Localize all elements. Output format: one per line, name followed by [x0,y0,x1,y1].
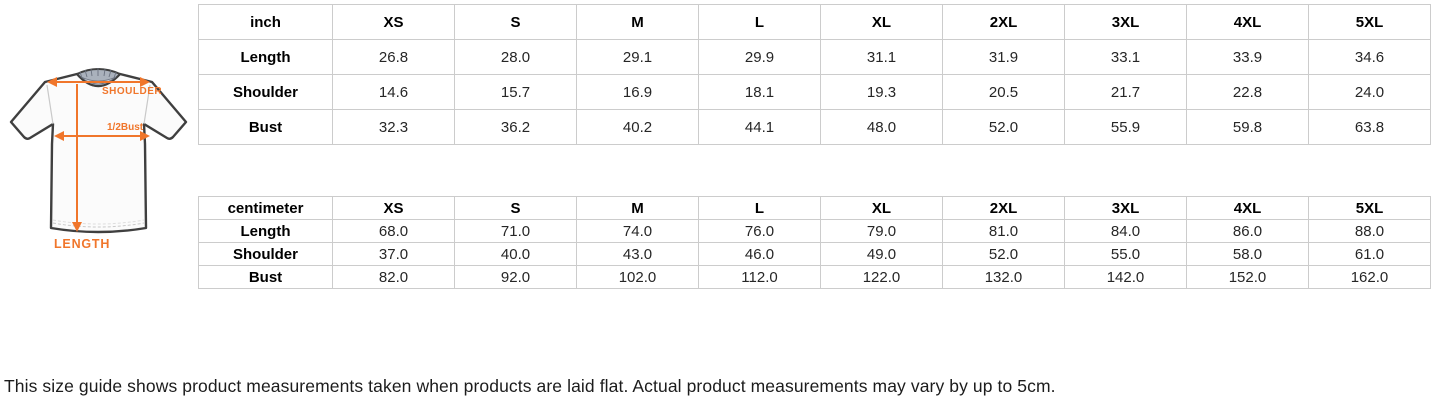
measurement-value: 20.5 [942,74,1065,110]
measurement-value: 32.3 [332,109,455,145]
measurement-value: 48.0 [820,109,943,145]
measurement-value: 14.6 [332,74,455,110]
size-column-header: 2XL [942,196,1065,220]
measurement-value: 40.0 [454,242,577,266]
measurement-value: 82.0 [332,265,455,289]
length-label: LENGTH [54,237,110,251]
measurement-value: 112.0 [698,265,821,289]
centimeter-size-table: centimeter XS S M L XL 2XL 3XL 4XL 5XL Length 68.… [198,196,1431,289]
measurement-value: 102.0 [576,265,699,289]
measurement-value: 43.0 [576,242,699,266]
measurement-label: Shoulder [198,74,333,110]
measurement-value: 29.9 [698,39,821,75]
size-column-header: 4XL [1186,196,1309,220]
unit-header-centimeter: centimeter [198,196,333,220]
cm-header-row: centimeter XS S M L XL 2XL 3XL 4XL 5XL [198,196,1431,220]
inch-size-table: inch XS S M L XL 2XL 3XL 4XL 5XL Length 26.8 28.0 2… [198,4,1431,145]
size-column-header: L [698,4,821,40]
measurement-value: 21.7 [1064,74,1187,110]
measurement-value: 61.0 [1308,242,1431,266]
size-column-header: XS [332,4,455,40]
unit-header-inch: inch [198,4,333,40]
measurement-value: 55.0 [1064,242,1187,266]
measurement-value: 152.0 [1186,265,1309,289]
measurement-value: 28.0 [454,39,577,75]
measurement-value: 49.0 [820,242,943,266]
measurement-value: 29.1 [576,39,699,75]
measurement-value: 86.0 [1186,219,1309,243]
measurement-value: 55.9 [1064,109,1187,145]
shoulder-label: SHOULDER [102,86,162,97]
size-column-header: XS [332,196,455,220]
size-column-header: 5XL [1308,196,1431,220]
size-column-header: M [576,196,699,220]
bust-label: 1/2Bust [107,122,144,133]
measurement-value: 31.9 [942,39,1065,75]
measurement-value: 19.3 [820,74,943,110]
size-column-header: 2XL [942,4,1065,40]
measurement-value: 18.1 [698,74,821,110]
measurement-value: 88.0 [1308,219,1431,243]
measurement-value: 34.6 [1308,39,1431,75]
measurement-value: 24.0 [1308,74,1431,110]
tshirt-illustration: SHOULDER 1/2Bust LENGTH [9,68,188,251]
measurement-value: 162.0 [1308,265,1431,289]
measurement-row: Bust 32.3 36.2 40.2 44.1 48.0 52.0 55.9 59.8 63.8 [198,109,1431,145]
measurement-value: 16.9 [576,74,699,110]
measurement-value: 68.0 [332,219,455,243]
size-column-header: S [454,196,577,220]
inch-header-row: inch XS S M L XL 2XL 3XL 4XL 5XL [198,4,1431,40]
measurement-value: 36.2 [454,109,577,145]
measurement-value: 37.0 [332,242,455,266]
measurement-row: Length 68.0 71.0 74.0 76.0 79.0 81.0 84.0 86.0 88… [198,219,1431,243]
measurement-label: Length [198,219,333,243]
measurement-value: 52.0 [942,242,1065,266]
measurement-value: 44.1 [698,109,821,145]
measurement-value: 71.0 [454,219,577,243]
tshirt-body [9,72,188,234]
measurement-value: 58.0 [1186,242,1309,266]
measurement-row: Bust 82.0 92.0 102.0 112.0 122.0 132.0 142.0 152… [198,265,1431,289]
size-column-header: 4XL [1186,4,1309,40]
measurement-label: Bust [198,109,333,145]
measurement-value: 84.0 [1064,219,1187,243]
size-column-header: 3XL [1064,196,1187,220]
tshirt-diagram: SHOULDER 1/2Bust LENGTH [6,64,196,259]
measurement-value: 31.1 [820,39,943,75]
size-column-header: XL [820,196,943,220]
measurement-value: 33.1 [1064,39,1187,75]
measurement-row: Shoulder 14.6 15.7 16.9 18.1 19.3 20.5 21.7 22.8… [198,74,1431,110]
size-column-header: M [576,4,699,40]
measurement-row: Shoulder 37.0 40.0 43.0 46.0 49.0 52.0 55.0 58.0… [198,242,1431,266]
measurement-row: Length 26.8 28.0 29.1 29.9 31.1 31.9 33.1 33.9 34… [198,39,1431,75]
measurement-value: 33.9 [1186,39,1309,75]
measurement-value: 26.8 [332,39,455,75]
measurement-value: 81.0 [942,219,1065,243]
size-column-header: L [698,196,821,220]
measurement-value: 74.0 [576,219,699,243]
measurement-label: Shoulder [198,242,333,266]
size-column-header: 3XL [1064,4,1187,40]
measurement-value: 15.7 [454,74,577,110]
size-column-header: S [454,4,577,40]
measurement-value: 22.8 [1186,74,1309,110]
measurement-value: 76.0 [698,219,821,243]
size-column-header: 5XL [1308,4,1431,40]
measurement-value: 59.8 [1186,109,1309,145]
measurement-arrows [47,77,150,232]
measurement-value: 46.0 [698,242,821,266]
size-guide-note: This size guide shows product measuremen… [4,376,1056,396]
measurement-value: 40.2 [576,109,699,145]
measurement-value: 142.0 [1064,265,1187,289]
measurement-value: 52.0 [942,109,1065,145]
measurement-value: 122.0 [820,265,943,289]
measurement-label: Length [198,39,333,75]
size-column-header: XL [820,4,943,40]
measurement-label: Bust [198,265,333,289]
measurement-value: 132.0 [942,265,1065,289]
measurement-value: 63.8 [1308,109,1431,145]
measurement-value: 92.0 [454,265,577,289]
measurement-value: 79.0 [820,219,943,243]
